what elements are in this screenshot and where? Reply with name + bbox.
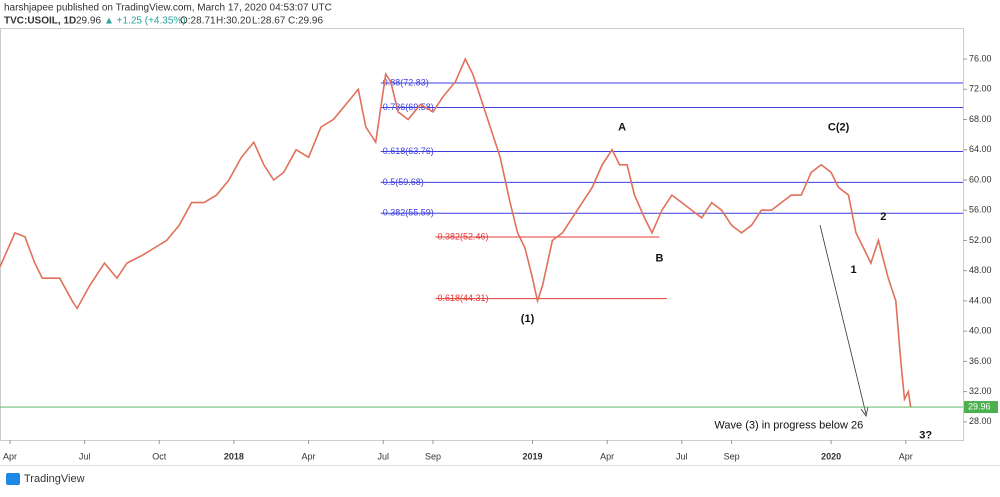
fib-label: 0.382(55.59) <box>383 208 434 218</box>
wave-label: 2 <box>880 211 886 223</box>
wave-label: A <box>618 122 626 134</box>
y-tick-label: 68.00 <box>969 114 992 124</box>
y-tick-label: 76.00 <box>969 53 992 63</box>
brand: TradingView <box>24 473 85 485</box>
x-tick-label: 2019 <box>522 451 542 461</box>
fib-label: 0.382(52.46) <box>437 231 488 241</box>
price-line <box>0 57 912 408</box>
fib-label: 0.5(59.68) <box>383 177 424 187</box>
symbol: TVC:USOIL, 1D <box>4 16 76 27</box>
y-tick-label: 40.00 <box>969 326 992 336</box>
y-tick-label: 52.00 <box>969 235 992 245</box>
wave-label: (1) <box>521 313 535 325</box>
y-tick-label: 48.00 <box>969 265 992 275</box>
x-tick-label: Apr <box>600 451 614 461</box>
x-tick-label: Apr <box>3 451 17 461</box>
x-tick-label: Jul <box>377 451 389 461</box>
y-tick-label: 32.00 <box>969 386 992 396</box>
y-tick-label: 36.00 <box>969 356 992 366</box>
x-tick-label: Apr <box>302 451 316 461</box>
fib-label: 0.618(63.76) <box>383 146 434 156</box>
y-tick-label: 64.00 <box>969 144 992 154</box>
wave-label: 1 <box>850 264 856 276</box>
high: H:30.20 <box>216 16 251 27</box>
y-tick-label: 72.00 <box>969 84 992 94</box>
y-tick-label: 60.00 <box>969 174 992 184</box>
wave-label: B <box>655 252 663 264</box>
logo <box>6 473 20 485</box>
last: 29.96 <box>76 16 101 27</box>
y-tick-label: 28.00 <box>969 416 992 426</box>
arrow <box>819 224 867 415</box>
fib-label: 0.618(44.31) <box>437 293 488 303</box>
x-tick-label: Jul <box>79 451 91 461</box>
publisher: harshjapee published on TradingView.com,… <box>4 3 332 14</box>
close: C:29.96 <box>288 16 323 27</box>
last-price-box <box>964 401 998 414</box>
y-tick-label: 56.00 <box>969 205 992 215</box>
open: O:28.71 <box>180 16 216 27</box>
fib-label: 0.786(69.58) <box>383 102 434 112</box>
x-tick-label: Sep <box>425 451 441 461</box>
low: L:28.67 <box>252 16 286 27</box>
x-tick-label: Apr <box>899 451 913 461</box>
wave-note: Wave (3) in progress below 26 <box>714 420 863 432</box>
change: ▲ +1.25 (+4.35%) <box>104 16 186 27</box>
x-tick-label: Sep <box>724 451 740 461</box>
x-tick-label: Jul <box>676 451 688 461</box>
wave-label: 3? <box>919 429 932 441</box>
plot-frame <box>0 28 964 441</box>
arrow-head <box>860 406 869 417</box>
wave-label: C(2) <box>828 122 850 134</box>
y-tick-label: 44.00 <box>969 295 992 305</box>
last-price-label: 29.96 <box>968 401 991 411</box>
x-tick-label: 2020 <box>821 451 841 461</box>
x-tick-label: Oct <box>152 451 167 461</box>
fib-label: 0.88(72.83) <box>383 77 429 87</box>
x-tick-label: 2018 <box>224 451 244 461</box>
